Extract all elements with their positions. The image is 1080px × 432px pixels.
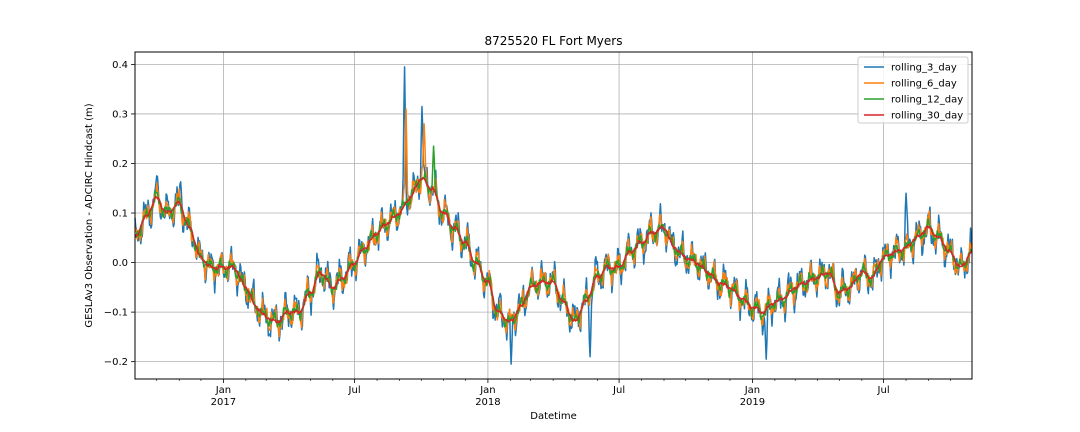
- legend-label: rolling_30_day: [891, 111, 963, 122]
- plot-frame: [134, 51, 973, 380]
- x-tick-label: Jul: [877, 385, 890, 396]
- y-tick-label: −0.1: [104, 308, 128, 319]
- grid: [135, 52, 972, 379]
- y-tick-label: 0.4: [112, 60, 128, 71]
- x-tick-year-label: 2017: [211, 397, 236, 408]
- y-tick-label: 0.0: [112, 258, 128, 269]
- x-tick-label: Jan: [479, 385, 495, 396]
- x-tick-label: Jan: [744, 385, 760, 396]
- chart-title: 8725520 FL Fort Myers: [485, 34, 623, 48]
- x-tick-label: Jul: [612, 385, 625, 396]
- series-line-rolling-30-day: [134, 177, 973, 324]
- x-tick-year-label: 2019: [740, 397, 765, 408]
- series-layer: [134, 66, 973, 365]
- x-tick-label: Jan: [215, 385, 231, 396]
- y-tick-label: −0.2: [104, 357, 128, 368]
- legend-label: rolling_12_day: [891, 95, 963, 106]
- y-tick-label: 0.1: [112, 209, 128, 220]
- series-line-rolling-12-day: [134, 145, 973, 328]
- x-tick-label: Jul: [348, 385, 361, 396]
- y-axis: −0.2 −0.1 0.0 0.1 0.2 0.3 0.4: [104, 60, 135, 368]
- legend-box: [857, 56, 969, 124]
- y-tick-label: 0.3: [112, 109, 128, 120]
- legend-label: rolling_6_day: [891, 79, 957, 90]
- y-tick-label: 0.2: [112, 159, 128, 170]
- legend: rolling_3_day rolling_6_day rolling_12_day…: [857, 56, 969, 124]
- legend-label: rolling_3_day: [891, 63, 957, 74]
- y-axis-label: GESLAv3 Observation - ADCIRC Hindcast (m…: [84, 103, 95, 327]
- x-axis-label: Datetime: [530, 411, 577, 422]
- x-tick-year-label: 2018: [475, 397, 500, 408]
- series-line-rolling-6-day: [134, 108, 973, 338]
